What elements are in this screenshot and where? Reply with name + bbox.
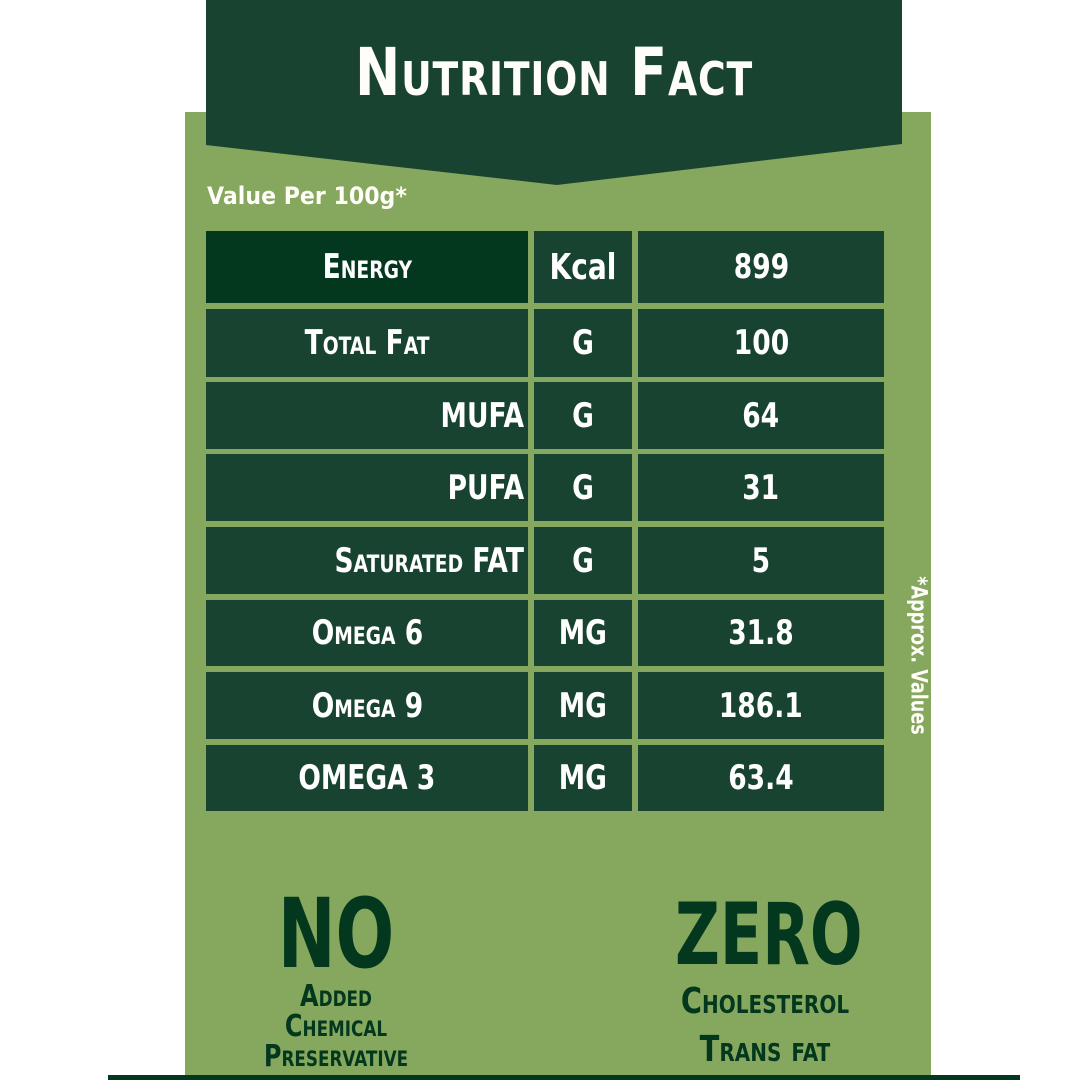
nutrient-cell: Energy	[206, 231, 528, 303]
nutrient-cell: Omega 9	[206, 672, 528, 739]
nutrient-cell: Total Fat	[206, 309, 528, 377]
value-cell: 899	[638, 231, 884, 303]
no-preservative-claim: NO Added Chemical Preservative	[236, 886, 436, 1072]
unit-cell: G	[534, 454, 632, 521]
unit-cell: G	[534, 527, 632, 594]
value-cell: 31.8	[638, 600, 884, 666]
value-cell: 186.1	[638, 672, 884, 739]
zero-cholesterol-claim: ZERO Cholesterol Trans fat	[640, 892, 890, 1074]
claim-headline: ZERO	[675, 885, 863, 985]
serving-basis: Value Per 100g*	[207, 182, 407, 210]
title-banner: Nutrition Fact	[206, 0, 902, 185]
value-cell: 100	[638, 309, 884, 377]
unit-cell: G	[534, 382, 632, 449]
nutrient-cell: OMEGA 3	[206, 745, 528, 811]
claim-line: Trans fat	[699, 1029, 831, 1070]
value-cell: 5	[638, 527, 884, 594]
nutrient-cell: Saturated FAT	[206, 527, 528, 594]
value-cell: 31	[638, 454, 884, 521]
unit-cell: MG	[534, 672, 632, 739]
unit-cell: G	[534, 309, 632, 377]
nutrient-cell: PUFA	[206, 454, 528, 521]
value-cell: 63.4	[638, 745, 884, 811]
claim-headline: NO	[277, 878, 395, 990]
approx-values-note: *Approx. Values	[905, 575, 931, 735]
page-title: Nutrition Fact	[354, 34, 754, 111]
unit-cell: MG	[534, 745, 632, 811]
claim-line: Cholesterol	[680, 981, 850, 1022]
bottom-divider	[108, 1075, 1020, 1080]
claim-line: Added	[300, 979, 372, 1014]
unit-cell: Kcal	[534, 231, 632, 303]
value-cell: 64	[638, 382, 884, 449]
claim-line: Chemical	[284, 1009, 388, 1044]
unit-cell: MG	[534, 600, 632, 666]
nutrient-cell: Omega 6	[206, 600, 528, 666]
nutrient-cell: MUFA	[206, 382, 528, 449]
claim-line: Preservative	[263, 1039, 409, 1074]
